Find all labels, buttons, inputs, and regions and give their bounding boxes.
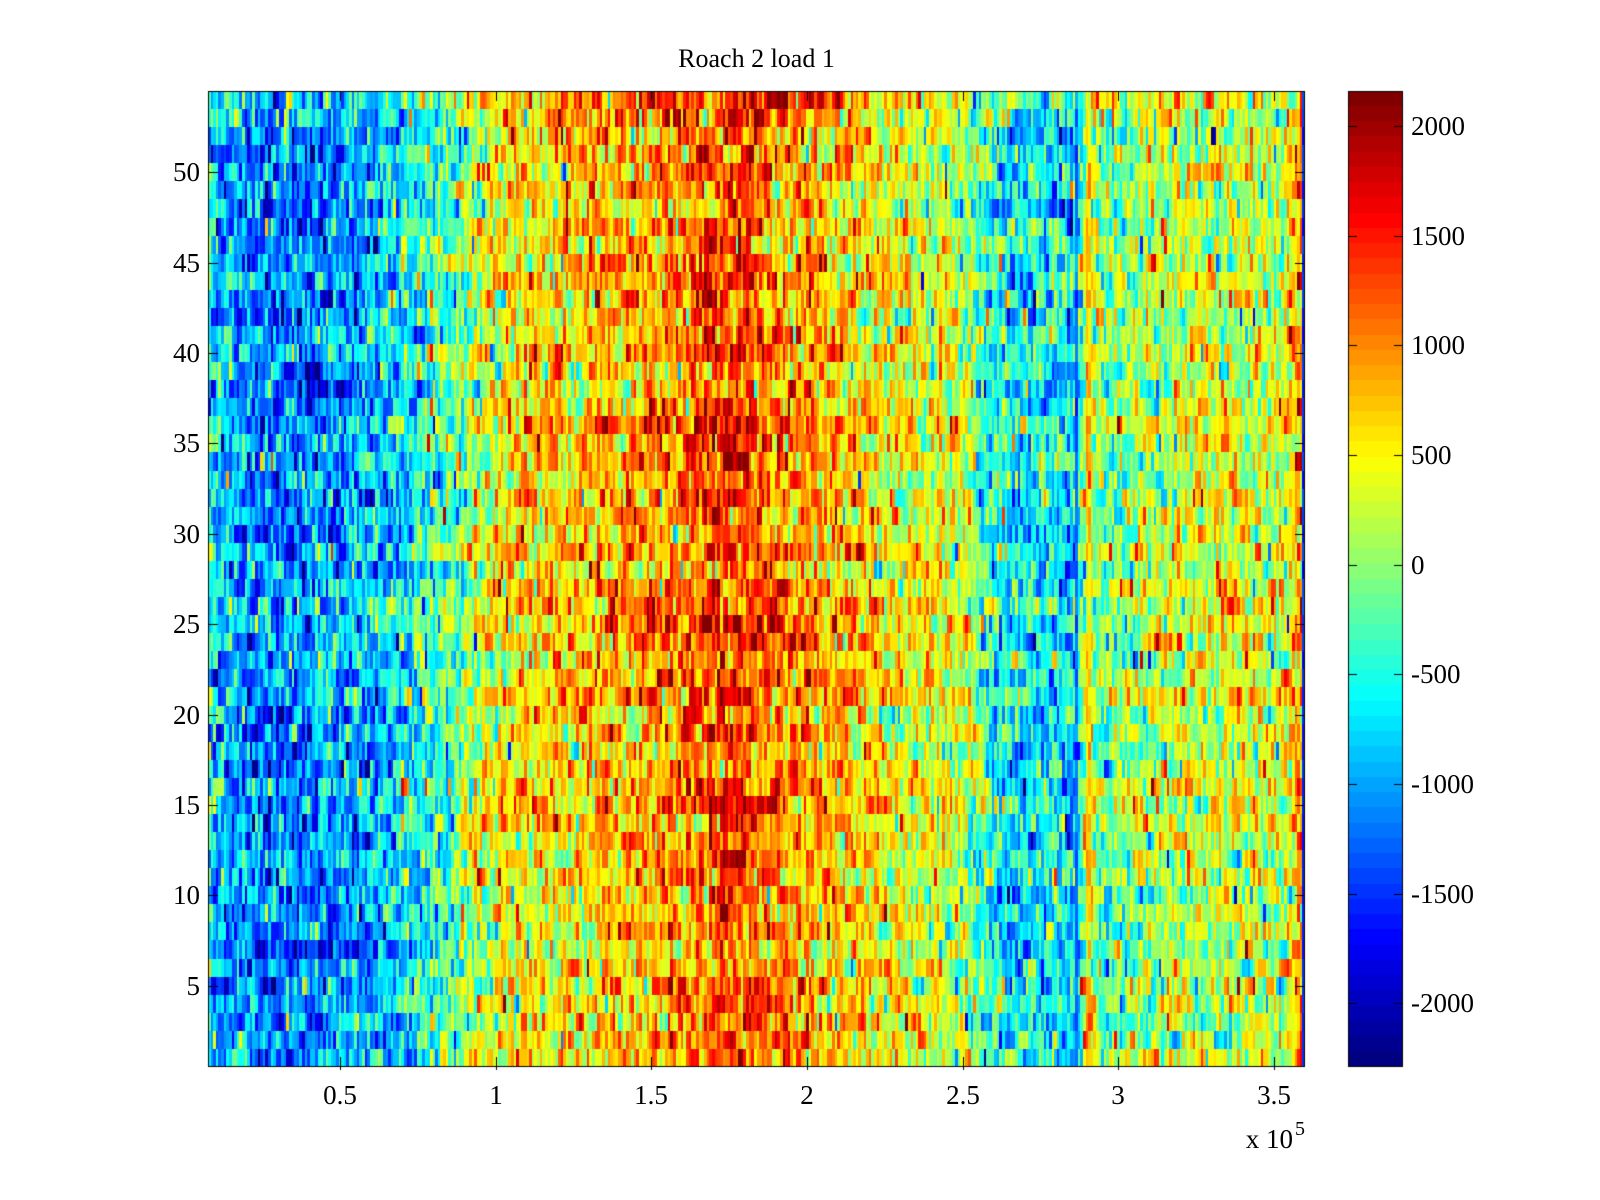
colorbar-tick-label: -1500	[1411, 879, 1474, 909]
colorbar-tick-label: 1000	[1411, 330, 1465, 360]
y-tick-label: 10	[173, 880, 200, 910]
colorbar-tick-label: 0	[1411, 550, 1425, 580]
chart-title: Roach 2 load 1	[678, 44, 835, 73]
colorbar-tick-label: -1000	[1411, 769, 1474, 799]
y-tick-label: 50	[173, 157, 200, 187]
colorbar-tick-label: -500	[1411, 659, 1461, 689]
x-tick-label: 0.5	[323, 1080, 357, 1110]
x-tick-label: 1	[489, 1080, 503, 1110]
x-tick-label: 3	[1111, 1080, 1125, 1110]
x-axis-exponent-label: x 10 5	[1123, 1118, 1305, 1155]
y-tick-label: 5	[186, 971, 201, 1001]
y-tick-label: 40	[173, 338, 200, 368]
colorbar-tick-label: -2000	[1411, 988, 1474, 1018]
y-tick-label: 25	[173, 609, 200, 639]
x-tick-label: 3.5	[1257, 1080, 1291, 1110]
colorbar-tick-label: 1500	[1411, 221, 1465, 251]
y-tick-label: 20	[173, 700, 200, 730]
y-tick-label: 30	[173, 519, 200, 549]
x-tick-label: 2.5	[946, 1080, 980, 1110]
x-tick-label: 2	[800, 1080, 814, 1110]
x-tick-label: 1.5	[634, 1080, 668, 1110]
colorbar-tick-label: 2000	[1411, 111, 1465, 141]
colorbar-tick-label: 500	[1411, 440, 1452, 470]
y-tick-label: 35	[173, 428, 200, 458]
y-tick-label: 15	[173, 790, 200, 820]
x-exponent-power: 5	[1295, 1118, 1305, 1140]
y-tick-label: 45	[173, 248, 200, 278]
x-exponent-base: x 10	[1245, 1124, 1293, 1154]
